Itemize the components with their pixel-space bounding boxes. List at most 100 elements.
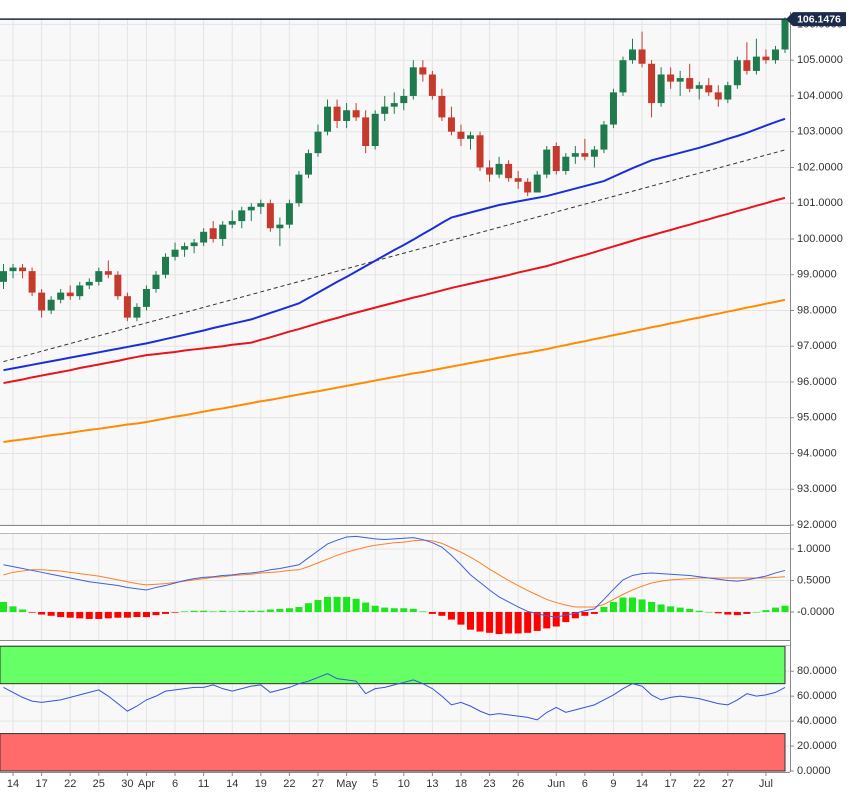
histogram-bar [733,612,741,616]
histogram-bar [705,612,713,613]
histogram-bar [247,610,255,613]
histogram-bar [66,612,74,618]
candle-body [733,60,741,86]
histogram-bar [238,610,246,613]
histogram-bar [285,608,293,613]
candle-body [638,49,646,64]
candle-body [590,149,598,157]
candle-body [657,74,665,104]
y-tick-label: 102.0000 [797,161,843,173]
candle-body [314,131,322,154]
histogram-bar [781,605,789,613]
histogram-bar [543,612,551,629]
histogram-bar [28,612,36,613]
candle-body [333,106,341,121]
candle-body [266,203,274,229]
x-tick-label: 10 [398,778,410,790]
y-tick-label: 1.0000 [797,543,831,555]
histogram-bar [428,612,436,614]
histogram-bar [57,612,65,618]
zone-band [0,645,786,685]
candle-body [552,146,560,172]
price-panel [0,18,790,525]
candle-body [66,292,74,297]
candle-body [152,274,160,290]
y-tick-label: 60.0000 [797,690,837,702]
candle-body [276,224,284,229]
moving-average-line [3,196,786,385]
histogram-bar [228,611,236,613]
y-tick-label: 103.0000 [797,126,843,138]
histogram-bar [609,601,617,613]
histogram-bar [752,612,760,613]
x-tick-label: 27 [722,778,734,790]
candle-body [752,56,760,71]
x-tick-label: 22 [64,778,76,790]
moving-average-line [3,117,786,372]
candle-body [619,60,627,93]
candle-body [371,113,379,147]
candle-body [705,85,713,93]
y-tick-label: 93.0000 [797,483,837,495]
candle-body [533,174,541,193]
x-tick-label: 11 [198,778,209,790]
histogram-bar [381,607,389,613]
zone-band [0,733,786,772]
histogram-bar [724,612,732,615]
histogram-bar [142,612,150,618]
candle-body [324,106,332,132]
histogram-bar [19,609,27,613]
histogram-bar [552,612,560,627]
candle-body [85,281,93,286]
x-tick-label: 25 [93,778,105,790]
y-tick-label: 105.0000 [797,54,843,66]
x-tick-label: Jun [547,778,565,790]
histogram-bar [714,612,722,614]
y-tick-label: 97.0000 [797,340,837,352]
candle-body [476,135,484,168]
histogram-bar [257,610,265,613]
histogram-bar [304,603,312,613]
y-tick-label: 0.0000 [797,765,831,777]
rsi-line [3,673,786,721]
candle-body [219,224,227,239]
x-tick-label: May [336,778,357,790]
histogram-bar [209,611,217,613]
y-tick-label: 104.0000 [797,90,843,102]
moving-average-line [3,298,786,444]
candle-body [9,267,17,272]
candle-body [409,67,417,96]
histogram-bar [171,612,179,613]
candle-body [162,256,170,275]
histogram-bar [524,612,532,633]
histogram-bar [657,604,665,613]
candle-body [781,19,789,50]
y-tick-label: 96.0000 [797,376,837,388]
x-tick-label: 22 [693,778,705,790]
candle-body [381,106,389,114]
histogram-bar [590,612,598,614]
histogram-bar [181,611,189,613]
candle-body [133,306,141,318]
histogram-bar [686,608,694,613]
histogram-bar [409,608,417,613]
histogram-bar [371,605,379,613]
y-tick-label: 40.0000 [797,715,837,727]
histogram-bar [505,612,513,634]
candle-body [543,149,551,175]
histogram-bar [362,602,370,613]
candle-body [142,289,150,307]
candle-body [762,56,770,61]
histogram-bar [266,609,274,613]
y-tick-label: 80.0000 [797,665,837,677]
histogram-bar [352,598,360,613]
histogram-bar [562,612,570,623]
candle-body [714,92,722,100]
y-tick-label: 94.0000 [797,447,837,459]
y-tick-label: 0.5000 [797,574,831,586]
y-tick-label: 20.0000 [797,740,837,752]
histogram-bar [600,606,608,613]
histogram-bar [343,596,351,613]
histogram-bar [9,606,17,613]
